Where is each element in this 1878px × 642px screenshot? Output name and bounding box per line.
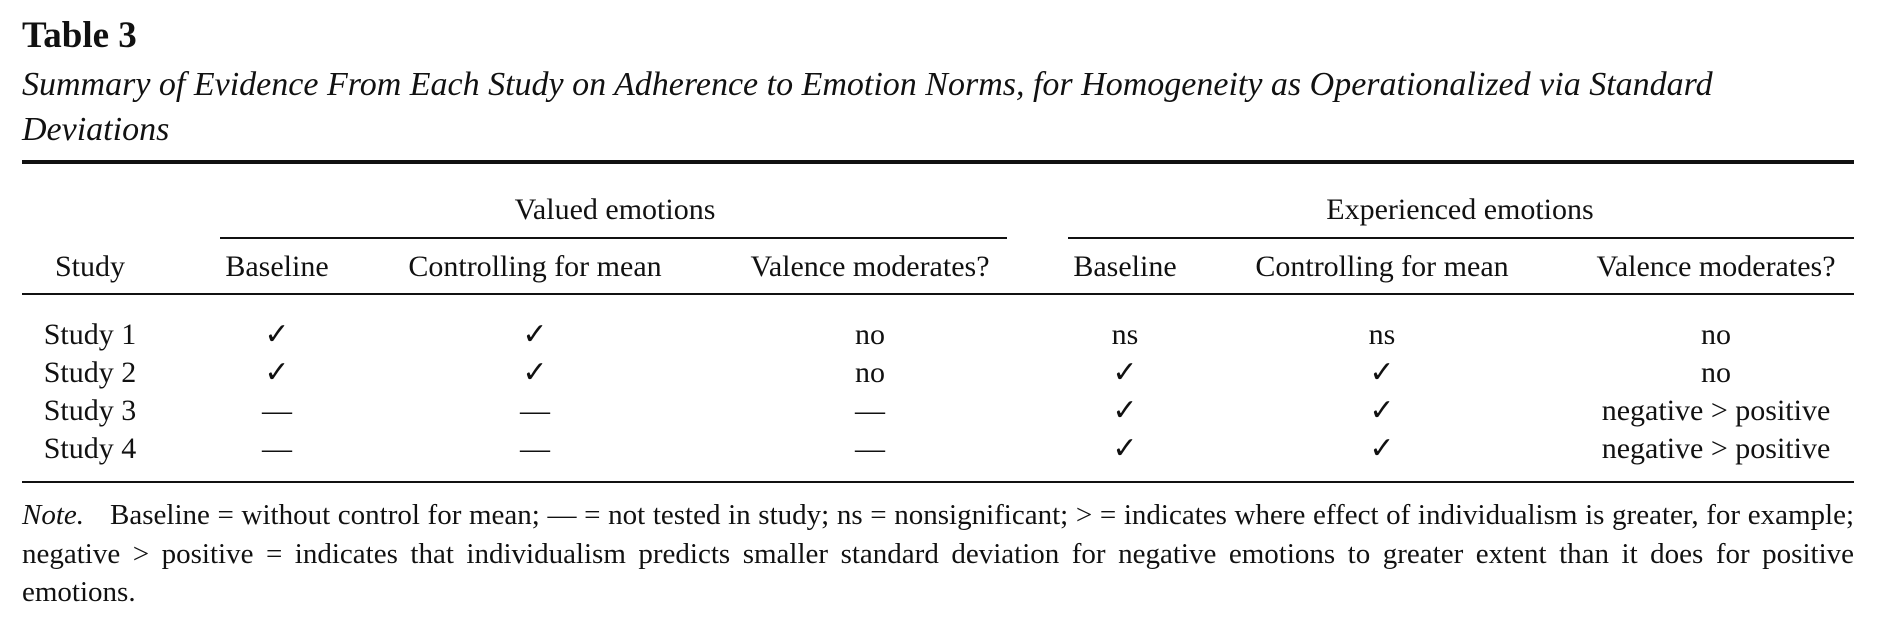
- table-row-2-experienced-baseline: ✓: [1112, 356, 1138, 389]
- table-row-1-valued-moderates: no: [855, 318, 885, 351]
- top-rule: [22, 160, 1854, 164]
- note-text: Baseline = without control for mean; — =…: [22, 499, 1854, 608]
- note-label: Note.: [22, 499, 85, 531]
- experienced-group-rule: [1068, 237, 1854, 239]
- table-row-2-experienced-moderates: no: [1701, 356, 1731, 389]
- group-header-experienced: Experienced emotions: [1326, 193, 1594, 226]
- header-valued-baseline: Baseline: [225, 250, 329, 283]
- table-row-3-valued-controlling: —: [520, 394, 550, 427]
- header-valued-moderates: Valence moderates?: [750, 250, 990, 283]
- table-row-4-experienced-moderates: negative > positive: [1601, 432, 1831, 465]
- header-valued-controlling: Controlling for mean: [408, 250, 662, 283]
- table-note: Note. Baseline = without control for mean…: [22, 496, 1854, 612]
- table-row-2-valued-baseline: ✓: [264, 356, 290, 389]
- header-bottom-rule: [22, 293, 1854, 295]
- table-row-2-experienced-controlling: ✓: [1369, 356, 1395, 389]
- table-row-3-valued-baseline: —: [262, 394, 292, 427]
- table-row-4-valued-baseline: —: [262, 432, 292, 465]
- table-title: Summary of Evidence From Each Study on A…: [22, 66, 1713, 148]
- table-number: Table 3: [22, 15, 137, 56]
- table-row-2-study: Study 2: [43, 356, 137, 389]
- table-row-1-experienced-baseline: ns: [1111, 318, 1139, 351]
- header-experienced-baseline: Baseline: [1073, 250, 1177, 283]
- table-row-1-study: Study 1: [43, 318, 137, 351]
- header-experienced-moderates: Valence moderates?: [1596, 250, 1836, 283]
- table-row-3-valued-moderates: —: [855, 394, 885, 427]
- table-row-4-experienced-baseline: ✓: [1112, 432, 1138, 465]
- table-row-3-experienced-baseline: ✓: [1112, 394, 1138, 427]
- table-row-2-valued-moderates: no: [855, 356, 885, 389]
- valued-group-rule: [220, 237, 1007, 239]
- table-row-1-experienced-moderates: no: [1701, 318, 1731, 351]
- table-row-4-experienced-controlling: ✓: [1369, 432, 1395, 465]
- table-row-3-experienced-controlling: ✓: [1369, 394, 1395, 427]
- table-row-2-valued-controlling: ✓: [522, 356, 548, 389]
- table-row-3-experienced-moderates: negative > positive: [1601, 394, 1831, 427]
- header-study: Study: [54, 250, 126, 283]
- table-row-4-valued-moderates: —: [855, 432, 885, 465]
- table-row-4-study: Study 4: [43, 432, 137, 465]
- table-row-4-valued-controlling: —: [520, 432, 550, 465]
- header-experienced-controlling: Controlling for mean: [1255, 250, 1509, 283]
- table-row-1-experienced-controlling: ns: [1368, 318, 1396, 351]
- table-bottom-rule: [22, 481, 1854, 483]
- table-row-1-valued-controlling: ✓: [522, 318, 548, 351]
- table-row-3-study: Study 3: [43, 394, 137, 427]
- table-row-1-valued-baseline: ✓: [264, 318, 290, 351]
- group-header-valued: Valued emotions: [514, 193, 716, 226]
